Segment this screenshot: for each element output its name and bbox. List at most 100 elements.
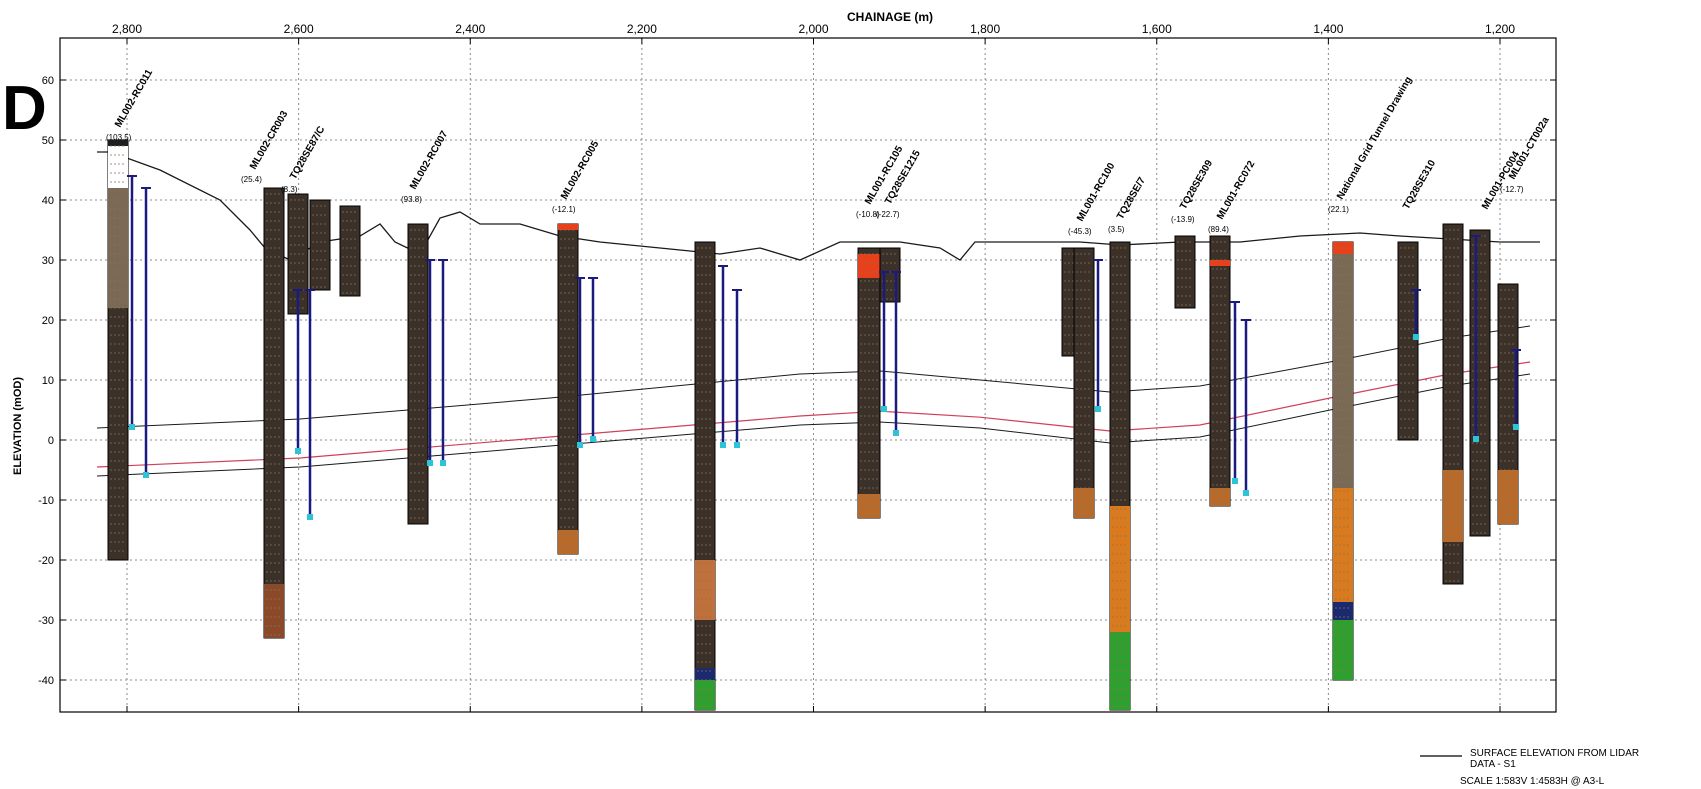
- borehole-value-label: (93.8): [401, 195, 422, 204]
- x-axis-title: CHAINAGE (m): [847, 10, 933, 24]
- borehole-value-label: (22.1): [1328, 205, 1349, 214]
- y-tick-label: 60: [42, 75, 54, 87]
- borehole-body: [857, 247, 881, 519]
- borehole-column: [1174, 235, 1196, 309]
- x-tick-label: 2,800: [112, 22, 142, 36]
- borehole-column: [857, 247, 881, 519]
- borehole-value-label: (-12.1): [552, 205, 576, 214]
- borehole-column: [1497, 283, 1519, 525]
- stratum-band: [1210, 260, 1230, 266]
- stratum-band: [108, 146, 128, 188]
- y-tick-label: -10: [38, 495, 54, 507]
- stratum-band: [695, 668, 715, 680]
- borehole-column: [1397, 241, 1419, 441]
- water-level-marker: [1413, 334, 1419, 340]
- borehole-id-label: ML001-CT002a: [1507, 115, 1552, 182]
- water-level-marker: [143, 472, 149, 478]
- y-tick-label: -40: [38, 675, 54, 687]
- borehole-id-label: ML001-RC100: [1075, 161, 1118, 224]
- borehole-id-label: ML002-RC007: [408, 129, 451, 192]
- panel-label: D: [2, 74, 47, 143]
- plot-frame: [59, 37, 1557, 713]
- borehole-body: [309, 199, 331, 291]
- borehole-id-label: TQ28SE87/C: [288, 124, 327, 181]
- borehole-body: [339, 205, 361, 297]
- borehole-column: [287, 193, 309, 315]
- borehole-id-label: TQ28SE/7: [1115, 175, 1148, 221]
- tunnel-axis-line: [96, 361, 1531, 468]
- tunnel-invert-line: [96, 373, 1531, 477]
- borehole-value-label: (25.4): [241, 175, 262, 184]
- water-level-marker: [427, 460, 433, 466]
- stratum-band: [558, 530, 578, 554]
- y-tick-label: 10: [42, 375, 54, 387]
- boreholes-layer: [107, 139, 1519, 711]
- borehole-body: [1174, 235, 1196, 309]
- borehole-id-label: ML002-RC011: [113, 67, 155, 129]
- water-level-marker: [720, 442, 726, 448]
- x-tick-label: 1,400: [1313, 22, 1343, 36]
- borehole-column: [557, 223, 579, 555]
- stratum-band: [1210, 488, 1230, 506]
- borehole-column: [407, 223, 429, 525]
- borehole-value-label: (3.5): [1108, 225, 1125, 234]
- x-tick-label: 2,000: [798, 22, 828, 36]
- borehole-body: [1397, 241, 1419, 441]
- stratum-band: [108, 140, 128, 146]
- water-level-marker: [295, 448, 301, 454]
- x-tick-label: 2,400: [455, 22, 485, 36]
- y-tick-label: 20: [42, 315, 54, 327]
- piezometers-layer: [127, 175, 1521, 520]
- y-tick-label: -20: [38, 555, 54, 567]
- water-level-marker: [440, 460, 446, 466]
- x-tick-label: 1,200: [1485, 22, 1515, 36]
- borehole-value-label: (-12.7): [1500, 185, 1524, 194]
- borehole-column: [1332, 241, 1354, 681]
- water-level-marker: [590, 436, 596, 442]
- borehole-body: [1073, 247, 1095, 519]
- borehole-value-label: (-22.7): [876, 210, 900, 219]
- water-level-marker: [1513, 424, 1519, 430]
- legend-surface-line1: SURFACE ELEVATION FROM LIDAR: [1470, 748, 1640, 759]
- borehole-id-label: TQ28SE310: [1401, 158, 1438, 212]
- borehole-column: [339, 205, 361, 297]
- borehole-column: [263, 187, 285, 639]
- borehole-column: [1073, 247, 1095, 519]
- borehole-body: [1209, 235, 1231, 507]
- stratum-band: [1110, 506, 1130, 632]
- stratum-band: [858, 254, 880, 278]
- borehole-value-label: (-13.9): [1171, 215, 1195, 224]
- borehole-column: [309, 199, 331, 291]
- borehole-id-label: ML002-RC005: [559, 139, 602, 202]
- borehole-column: [1209, 235, 1231, 507]
- borehole-column: [1109, 241, 1131, 711]
- water-level-marker: [1095, 406, 1101, 412]
- water-level-marker: [577, 442, 583, 448]
- axis-layer: 2,800 2,600 2,400 2,200 2,000 1,800 1,600 1,400…: [38, 22, 1557, 757]
- stratum-band: [1443, 470, 1463, 542]
- borehole-value-label: (103.5): [106, 133, 132, 142]
- water-level-marker: [734, 442, 740, 448]
- tunnel-crown-line: [96, 325, 1531, 429]
- stratum-band: [264, 584, 284, 638]
- stratum-band: [1074, 488, 1094, 518]
- borehole-column: [107, 139, 129, 561]
- water-level-marker: [307, 514, 313, 520]
- y-tick-label: 50: [42, 135, 54, 147]
- borehole-value-label: (-10.8): [856, 210, 880, 219]
- borehole-column: [694, 241, 716, 711]
- borehole-body: [557, 223, 579, 555]
- y-tick-label: -30: [38, 615, 54, 627]
- water-level-marker: [893, 430, 899, 436]
- x-tick-label: 1,800: [970, 22, 1000, 36]
- scale-note: SCALE 1:583V 1:4583H @ A3-L: [1460, 776, 1605, 787]
- borehole-body: [694, 241, 716, 711]
- borehole-column: [1469, 229, 1491, 537]
- stratum-band: [1333, 602, 1353, 620]
- legend-surface-line2: DATA - S1: [1470, 759, 1516, 770]
- x-tick-label: 2,600: [284, 22, 314, 36]
- borehole-body: [1469, 229, 1491, 537]
- borehole-id-label: ML002-CR003: [248, 109, 291, 172]
